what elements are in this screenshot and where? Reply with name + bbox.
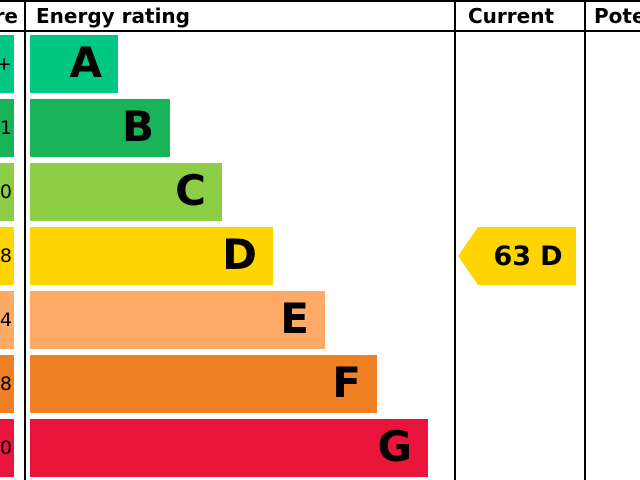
- band-letter: F: [332, 358, 361, 407]
- potential-column-header: Potential: [594, 4, 640, 28]
- band-score-range: 1-20: [0, 437, 12, 459]
- band-letter: D: [222, 230, 257, 279]
- band-letter: C: [175, 166, 206, 215]
- band-score-range: 92+: [0, 53, 12, 75]
- energy-rating-column-header: Energy rating: [36, 4, 190, 28]
- band-letter: G: [377, 422, 412, 471]
- band-rows: 92+ A 81-91 B 69-80 C 55-68: [0, 32, 640, 480]
- band-row: 92+ A: [0, 32, 640, 96]
- band-bar: D: [30, 227, 273, 285]
- band-score-chip: 39-54: [0, 291, 14, 349]
- current-rating-score: 63: [493, 240, 532, 272]
- band-row: 69-80 C: [0, 160, 640, 224]
- header-row: Score Energy rating Current Potential: [0, 2, 640, 30]
- score-header-label: Score: [0, 4, 18, 28]
- band-bar: B: [30, 99, 170, 157]
- band-row: 39-54 E: [0, 288, 640, 352]
- score-column-header: Score: [0, 2, 22, 30]
- band-letter: B: [121, 102, 154, 151]
- band-bar: F: [30, 355, 377, 413]
- header-underline: [0, 30, 640, 32]
- band-score-range: 39-54: [0, 309, 12, 331]
- band-score-chip: 92+: [0, 35, 14, 93]
- band-score-chip: 1-20: [0, 419, 14, 477]
- current-arrow-polygon: [458, 227, 576, 285]
- current-rating-text: 63 D: [480, 227, 576, 285]
- band-letter: A: [69, 38, 102, 87]
- left-arrow-shape: [458, 227, 576, 285]
- current-column-divider: [454, 0, 456, 480]
- band-row: 55-68 D: [0, 224, 640, 288]
- potential-column-divider: [584, 0, 586, 480]
- band-row: 21-38 F: [0, 352, 640, 416]
- band-bar: C: [30, 163, 222, 221]
- band-score-range: 69-80: [0, 181, 12, 203]
- current-column-header: Current: [468, 4, 555, 28]
- top-border-line: [0, 0, 640, 2]
- band-bar: E: [30, 291, 325, 349]
- current-rating-band: D: [540, 240, 563, 272]
- band-score-chip: 55-68: [0, 227, 14, 285]
- band-row: 1-20 G: [0, 416, 640, 480]
- band-bar: G: [30, 419, 428, 477]
- band-score-range: 21-38: [0, 373, 12, 395]
- band-score-chip: 21-38: [0, 355, 14, 413]
- band-letter: E: [280, 294, 309, 343]
- band-score-chip: 69-80: [0, 163, 14, 221]
- current-rating-arrow: 63 D: [458, 227, 576, 285]
- band-row: 81-91 B: [0, 96, 640, 160]
- band-score-chip: 81-91: [0, 99, 14, 157]
- band-score-range: 81-91: [0, 117, 12, 139]
- band-score-range: 55-68: [0, 245, 12, 267]
- band-bar: A: [30, 35, 118, 93]
- score-column-divider: [24, 0, 26, 480]
